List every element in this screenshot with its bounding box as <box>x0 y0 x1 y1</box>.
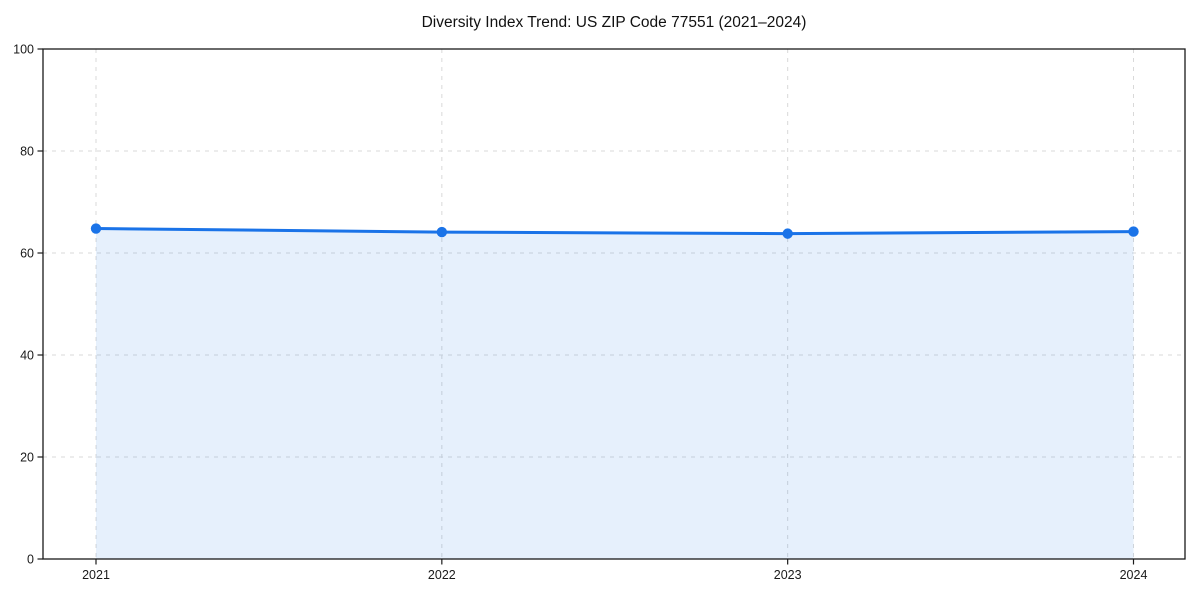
plot-border <box>42 48 1186 560</box>
y-axis-tick-label: 60 <box>20 247 34 261</box>
data-point-2022 <box>436 226 448 238</box>
x-axis-tick-label: 2021 <box>82 568 110 582</box>
x-axis-tick-label: 2022 <box>428 568 456 582</box>
x-axis-tick-label: 2024 <box>1120 568 1148 582</box>
y-axis-tick-label: 80 <box>20 145 34 159</box>
chart-title: Diversity Index Trend: US ZIP Code 77551… <box>421 14 807 31</box>
data-point-2024 <box>1128 226 1139 237</box>
y-axis-tick-label: 20 <box>20 451 34 465</box>
x-axis-tick-label: 2023 <box>774 568 802 582</box>
y-axis-tick-label: 0 <box>27 553 34 567</box>
data-point-2021 <box>90 223 102 234</box>
area-fill <box>96 228 1134 559</box>
trend-line <box>94 227 1135 236</box>
y-axis-tick-label: 100 <box>13 43 34 57</box>
data-point-2023 <box>782 228 793 239</box>
y-axis-tick-label: 40 <box>20 349 34 363</box>
